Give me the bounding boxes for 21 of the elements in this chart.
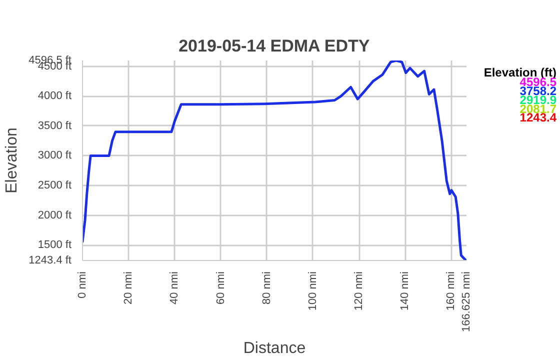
x-tick-label: 120 nmi <box>353 271 366 311</box>
y-tick-label: 1500 ft <box>38 239 72 252</box>
y-tick-label: 2000 ft <box>38 209 72 222</box>
x-tick-label: 160 nmi <box>445 271 458 311</box>
y-tick-label: 3000 ft <box>38 150 72 162</box>
y-tick-label: 1243.4 ft <box>28 254 72 266</box>
x-tick-label: 20 nmi <box>122 271 135 305</box>
x-tick-label: 0 nmi <box>76 271 88 298</box>
y-tick-label: 2500 ft <box>38 180 72 192</box>
y-tick-label: 4000 ft <box>38 90 72 102</box>
line-series <box>82 60 466 260</box>
x-tick-label: 60 nmi <box>214 271 227 305</box>
y-axis-title: Elevation <box>4 128 21 194</box>
x-tick-label: 140 nmi <box>399 271 412 311</box>
x-tick-label: 80 nmi <box>260 271 273 305</box>
x-tick-label: 100 nmi <box>306 271 319 311</box>
x-tick-label: 40 nmi <box>168 271 181 305</box>
y-tick-label: 3500 ft <box>38 120 72 132</box>
x-axis-title: Distance <box>243 340 306 358</box>
x-tick-label: 166.625 nmi <box>460 271 472 332</box>
chart-title: 2019-05-14 EDMA EDTY <box>178 36 370 56</box>
